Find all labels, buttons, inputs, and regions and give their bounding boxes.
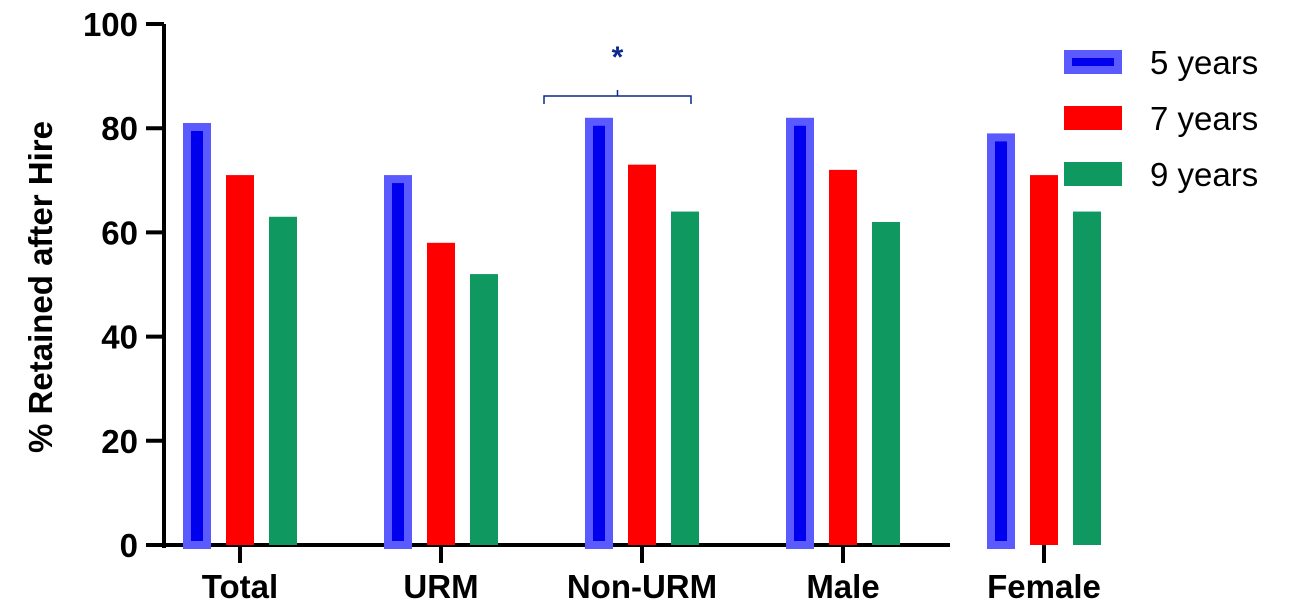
x-tick-label-female: Female bbox=[987, 568, 1101, 605]
bar-female-9-years bbox=[1073, 211, 1101, 545]
y-tick-label: 100 bbox=[83, 6, 138, 43]
bar-urm-5-years bbox=[384, 175, 412, 549]
legend: 5 years 7 years 9 years bbox=[1064, 44, 1258, 193]
bar-male-5-years bbox=[786, 117, 814, 549]
bar-urm-7-years bbox=[427, 242, 455, 545]
bar-total-9-years bbox=[269, 216, 297, 545]
bar-female-5-years bbox=[987, 133, 1015, 549]
y-tick-label: 60 bbox=[101, 214, 138, 251]
y-tick-label: 80 bbox=[101, 110, 138, 147]
y-axis-label: % Retained after Hire bbox=[22, 121, 59, 453]
legend-label: 7 years bbox=[1150, 100, 1258, 137]
x-axis: Total URM Non-URM Male Female bbox=[146, 543, 1101, 605]
annotations: * bbox=[543, 41, 692, 104]
y-axis: 0 20 40 60 80 100 bbox=[83, 6, 166, 564]
bar-urm-9-years bbox=[470, 274, 498, 545]
bar-male-7-years bbox=[829, 169, 857, 545]
legend-label: 5 years bbox=[1150, 44, 1258, 81]
y-tick-label: 20 bbox=[101, 423, 138, 460]
bar-non-urm-5-years bbox=[585, 117, 613, 549]
y-tick-label: 40 bbox=[101, 319, 138, 356]
x-tick-label-total: Total bbox=[202, 568, 278, 605]
bar-total-5-years bbox=[183, 122, 211, 550]
legend-swatch-7-years bbox=[1064, 106, 1122, 130]
significance-bracket bbox=[543, 90, 692, 104]
x-tick-label-urm: URM bbox=[403, 568, 478, 605]
legend-swatch-5-years bbox=[1064, 50, 1122, 74]
x-tick-label-non-urm: Non-URM bbox=[567, 568, 717, 605]
bar-non-urm-7-years bbox=[628, 164, 656, 546]
bars bbox=[183, 117, 1101, 550]
bar-male-9-years bbox=[872, 221, 900, 546]
y-tick-label: 0 bbox=[120, 527, 138, 564]
bar-female-7-years bbox=[1030, 175, 1058, 545]
x-tick-label-male: Male bbox=[806, 568, 879, 605]
legend-swatch-9-years bbox=[1064, 162, 1122, 186]
bar-non-urm-9-years bbox=[671, 211, 699, 545]
bar-total-7-years bbox=[226, 175, 254, 545]
significance-star: * bbox=[612, 41, 624, 74]
legend-label: 9 years bbox=[1150, 156, 1258, 193]
